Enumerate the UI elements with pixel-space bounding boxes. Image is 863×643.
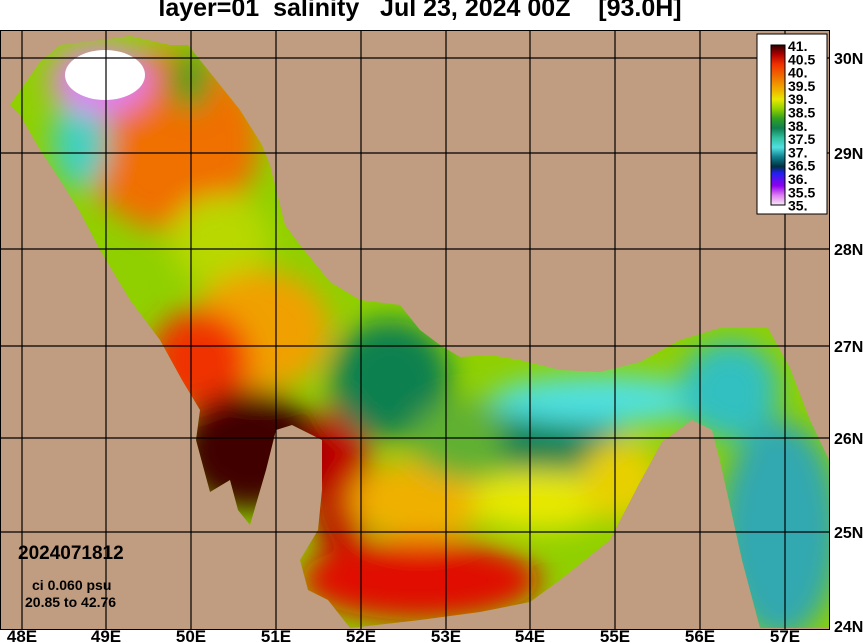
lat-label: 30N	[834, 51, 863, 68]
colorbar-label: 39.5	[788, 78, 815, 94]
colorbar: 41.40.540.39.539.38.538.37.537.36.536.35…	[756, 33, 828, 215]
lat-label: 24N	[834, 619, 863, 636]
colorbar-label: 38.	[788, 118, 807, 134]
colorbar-scale	[770, 44, 786, 206]
colorbar-label: 37.5	[788, 131, 815, 147]
run-date-label: 2024071812	[18, 543, 124, 564]
lon-labels: 48E 49E 50E 51E 52E 53E 54E 55E 56E 57E	[7, 627, 800, 643]
lat-label: 25N	[834, 525, 863, 542]
lon-label: 49E	[91, 627, 121, 643]
lon-label: 52E	[346, 627, 376, 643]
lon-label: 53E	[431, 627, 461, 643]
colorbar-label: 36.5	[788, 158, 815, 174]
lat-label: 29N	[834, 146, 863, 163]
lat-labels: 30N 29N 28N 27N 26N 25N 24N	[834, 51, 863, 636]
lat-label: 26N	[834, 431, 863, 448]
lat-label: 28N	[834, 242, 863, 259]
colorbar-label: 37.	[788, 144, 807, 160]
plot-frame	[0, 30, 830, 630]
colorbar-label: 38.5	[788, 105, 815, 121]
lon-label: 51E	[261, 627, 291, 643]
lon-label: 55E	[600, 627, 630, 643]
lon-label: 54E	[515, 627, 545, 643]
plot-title: layer=01 salinity Jul 23, 2024 00Z [93.0…	[158, 0, 682, 22]
colorbar-label: 40.5	[788, 51, 815, 67]
lat-label: 27N	[834, 339, 863, 356]
lon-label: 50E	[176, 627, 206, 643]
colorbar-label: 40.	[788, 65, 807, 81]
value-range-label: 20.85 to 42.76	[25, 594, 116, 610]
lon-label: 48E	[7, 627, 37, 643]
colorbar-label: 35.5	[788, 184, 815, 200]
colorbar-label: 39.	[788, 91, 807, 107]
lon-label: 56E	[685, 627, 715, 643]
colorbar-label: 35.	[788, 198, 807, 214]
colorbar-label: 41.	[788, 38, 807, 54]
lon-label: 57E	[770, 627, 800, 643]
contour-interval-label: ci 0.060 psu	[32, 577, 111, 593]
colorbar-label: 36.	[788, 171, 807, 187]
